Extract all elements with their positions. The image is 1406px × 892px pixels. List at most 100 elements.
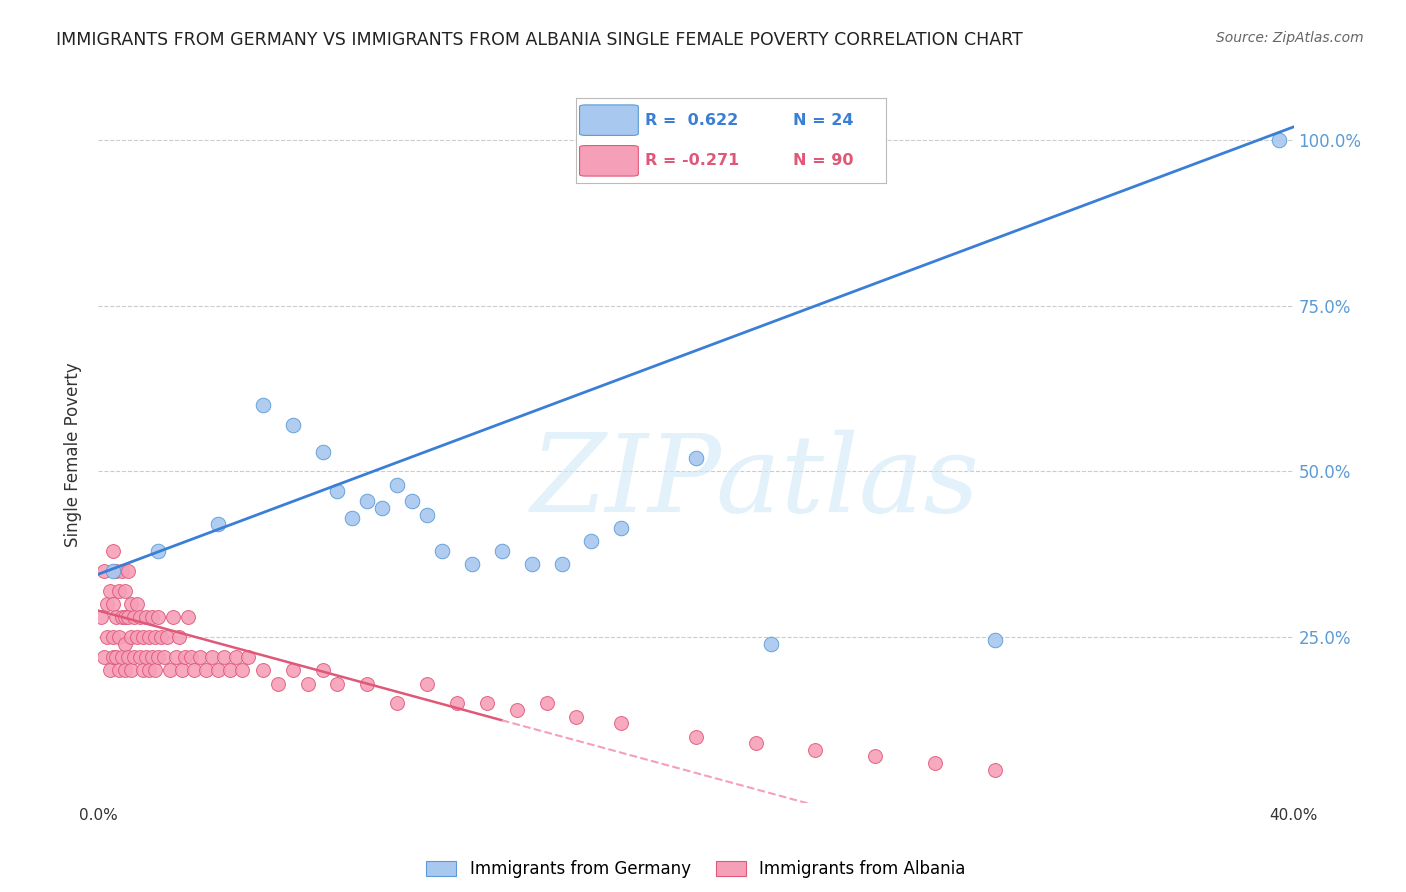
Point <box>120 630 142 644</box>
Point <box>281 418 304 433</box>
Point <box>610 521 633 535</box>
Text: IMMIGRANTS FROM GERMANY VS IMMIGRANTS FROM ALBANIA SINGLE FEMALE POVERTY CORRELA: IMMIGRANTS FROM GERMANY VS IMMIGRANTS FR… <box>56 31 1024 49</box>
Point <box>153 650 176 665</box>
Point <box>610 716 633 731</box>
Point <box>342 511 364 525</box>
Point <box>356 676 378 690</box>
Point <box>148 650 170 665</box>
Point <box>150 630 173 644</box>
Point <box>685 730 707 744</box>
Point <box>207 663 229 677</box>
Point <box>114 637 136 651</box>
Point <box>212 650 235 665</box>
Point <box>138 663 160 677</box>
Point <box>105 610 128 624</box>
Point <box>984 763 1007 777</box>
Point <box>356 494 378 508</box>
Point <box>162 610 184 624</box>
Point <box>446 697 468 711</box>
Point <box>491 544 513 558</box>
Point <box>865 749 887 764</box>
Text: N = 90: N = 90 <box>793 153 853 169</box>
Point <box>188 650 211 665</box>
Point <box>159 663 181 677</box>
Point <box>111 564 134 578</box>
Point <box>183 663 205 677</box>
Point <box>100 583 122 598</box>
Point <box>385 697 409 711</box>
Point <box>138 630 160 644</box>
Point <box>685 451 707 466</box>
Point <box>111 610 134 624</box>
Point <box>114 610 136 624</box>
Point <box>103 564 125 578</box>
Text: Source: ZipAtlas.com: Source: ZipAtlas.com <box>1216 31 1364 45</box>
Point <box>550 558 572 572</box>
Point <box>174 650 197 665</box>
Y-axis label: Single Female Poverty: Single Female Poverty <box>65 363 83 547</box>
Point <box>103 597 125 611</box>
Point <box>745 736 768 750</box>
Point <box>108 663 131 677</box>
Point <box>103 630 125 644</box>
Point <box>148 544 170 558</box>
Point <box>105 564 128 578</box>
Point <box>195 663 218 677</box>
Point <box>117 610 139 624</box>
Point <box>127 630 149 644</box>
Point <box>105 650 128 665</box>
Point <box>475 697 498 711</box>
Point <box>132 663 155 677</box>
Point <box>225 650 247 665</box>
Point <box>143 630 166 644</box>
FancyBboxPatch shape <box>579 145 638 176</box>
Point <box>167 630 190 644</box>
Point <box>135 650 157 665</box>
Text: R =  0.622: R = 0.622 <box>644 112 738 128</box>
Point <box>177 610 200 624</box>
Point <box>111 650 134 665</box>
Point <box>759 637 782 651</box>
Point <box>416 508 439 522</box>
Point <box>231 663 253 677</box>
Point <box>180 650 202 665</box>
Point <box>281 663 304 677</box>
Point <box>984 633 1007 648</box>
Point <box>371 500 394 515</box>
Point <box>103 650 125 665</box>
Point <box>416 676 439 690</box>
Point <box>120 597 142 611</box>
Point <box>252 398 274 412</box>
Point <box>165 650 187 665</box>
Point <box>207 517 229 532</box>
Point <box>804 743 827 757</box>
Point <box>201 650 224 665</box>
Point <box>536 697 558 711</box>
Point <box>124 610 146 624</box>
Point <box>114 583 136 598</box>
Text: R = -0.271: R = -0.271 <box>644 153 738 169</box>
Point <box>103 544 125 558</box>
Point <box>117 564 139 578</box>
Point <box>236 650 259 665</box>
Point <box>129 610 152 624</box>
Point <box>135 610 157 624</box>
Point <box>311 444 333 458</box>
Point <box>93 564 115 578</box>
FancyBboxPatch shape <box>579 105 638 136</box>
Point <box>114 663 136 677</box>
Point <box>506 703 529 717</box>
Point <box>120 663 142 677</box>
Point <box>141 610 163 624</box>
Point <box>461 558 484 572</box>
Point <box>297 676 319 690</box>
Point <box>132 630 155 644</box>
Point <box>924 756 946 770</box>
Point <box>100 663 122 677</box>
Point <box>156 630 179 644</box>
Point <box>117 650 139 665</box>
Point <box>326 484 349 499</box>
Point <box>326 676 349 690</box>
Point <box>96 597 118 611</box>
Point <box>581 534 603 549</box>
